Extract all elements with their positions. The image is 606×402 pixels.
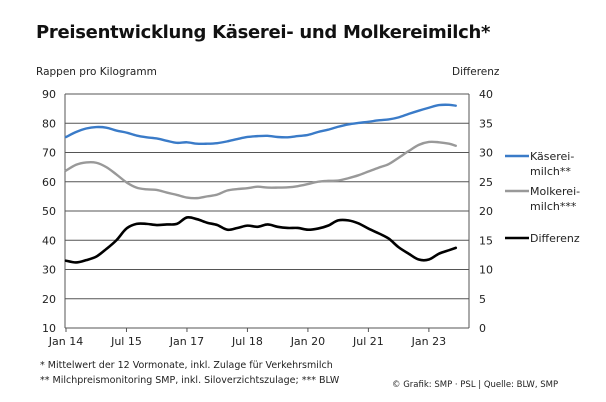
y-tick-label-right: 30 [479,147,493,160]
y-tick-label-left: 20 [42,293,56,306]
legend-label: Molkerei- [530,185,580,198]
y-tick-label-left: 60 [42,176,56,189]
legend-label: Differenz [530,232,580,245]
y-tick-label-right: 20 [479,205,493,218]
y-axis-right-ticks: 0 5 10 15 20 25 30 35 40 [479,88,493,335]
y-tick-label-left: 80 [42,117,56,130]
x-tick-label: Jan 14 [48,335,83,348]
gridlines [64,93,470,329]
series-line-differenz [64,215,458,264]
y-tick-label-left: 30 [42,264,56,277]
legend-label: milch** [530,165,571,178]
y-axis-left-label: Rappen pro Kilogramm [36,66,157,78]
series-line-käsereimilch [64,103,457,146]
y-tick-label-left: 10 [42,322,56,335]
x-tick-label: Jul 18 [231,335,263,348]
legend: Käserei-milch** Molkerei-milch*** Differen… [505,150,580,245]
y-tick-label-left: 70 [42,147,56,160]
x-tick-label: Jan 23 [411,335,446,348]
legend-label: Käserei- [530,150,574,163]
footnote-1: * Mittelwert der 12 Vormonate, inkl. Zul… [40,360,333,371]
y-axis-right-label: Differenz [452,66,500,78]
x-tick-label: Jul 21 [352,335,384,348]
x-tick-label: Jan 20 [290,335,325,348]
y-tick-label-right: 0 [479,322,486,335]
x-tick-label: Jan 17 [169,335,204,348]
footnote-2: ** Milchpreismonitoring SMP, inkl. Silov… [40,375,340,386]
y-axis-left-ticks: 10 20 30 40 50 60 70 80 90 [42,88,56,335]
series-line-molkereimilch [64,140,457,200]
y-tick-label-right: 40 [479,88,493,101]
legend-label: milch*** [530,200,577,213]
source-credit: © Grafik: SMP · PSL | Quelle: BLW, SMP [392,380,559,390]
y-tick-label-right: 25 [479,176,493,189]
y-tick-label-left: 90 [42,88,56,101]
x-tick-label: Jul 15 [110,335,142,348]
y-tick-label-right: 15 [479,234,493,247]
y-tick-label-left: 50 [42,205,56,218]
y-tick-label-right: 35 [479,117,493,130]
chart-title: Preisentwicklung Käserei- und Molkereimi… [36,22,491,43]
y-tick-label-right: 5 [479,293,486,306]
y-tick-label-right: 10 [479,264,493,277]
x-axis-ticks: Jan 14 Jul 15 Jan 17 Jul 18 Jan 20 Jul 21 Jan … [48,328,446,348]
y-tick-label-left: 40 [42,234,56,247]
series-lines [64,103,458,264]
